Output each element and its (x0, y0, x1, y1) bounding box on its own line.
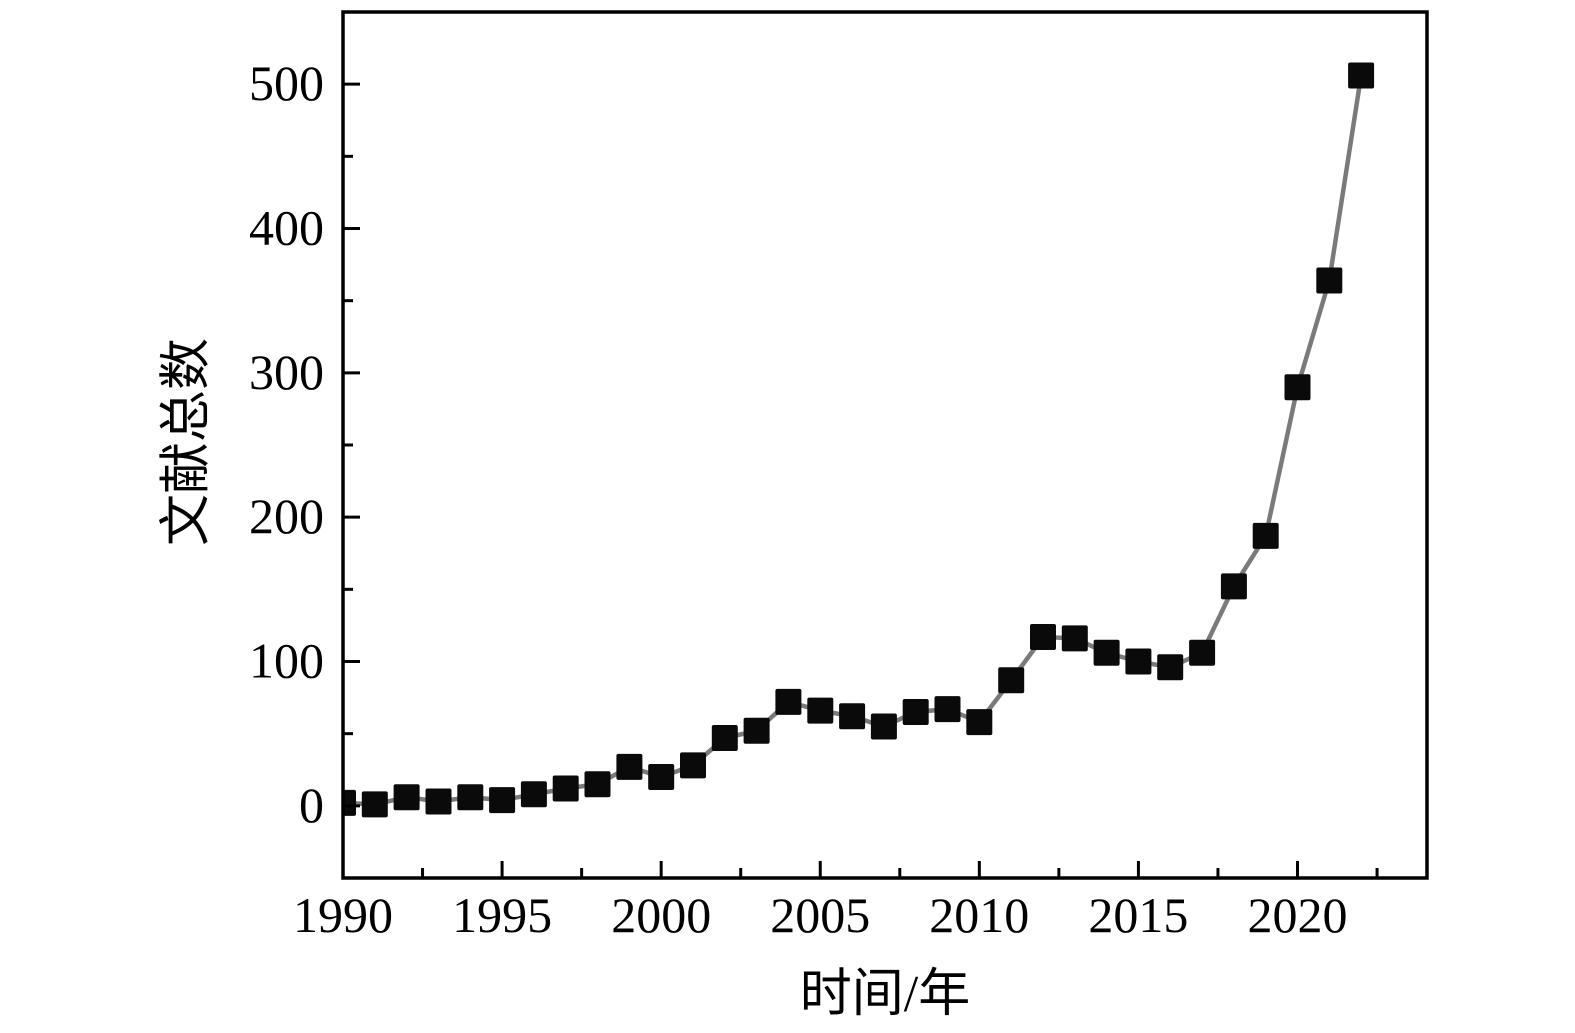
data-point (1125, 648, 1152, 675)
data-point (1252, 522, 1279, 549)
y-tick-label: 0 (299, 777, 324, 833)
series-line (343, 75, 1364, 807)
data-point (680, 752, 706, 779)
data-point (393, 784, 420, 811)
data-point (343, 789, 356, 816)
axis-ticks (341, 82, 1379, 878)
data-point (552, 775, 579, 802)
data-point (807, 697, 834, 724)
data-point (1348, 62, 1375, 89)
data-point (520, 781, 547, 808)
y-tick-label: 500 (249, 55, 324, 111)
data-point (902, 699, 929, 725)
data-point (743, 717, 770, 744)
y-axis-title: 文献总数 (158, 337, 216, 547)
data-point (1284, 374, 1311, 401)
data-point (361, 791, 388, 818)
data-point (711, 725, 738, 751)
data-point (1093, 639, 1120, 666)
y-tick-label: 200 (249, 488, 324, 544)
axes-box (341, 10, 1429, 880)
data-point (425, 788, 452, 815)
x-tick-label: 2015 (1088, 887, 1188, 943)
y-tick-label: 400 (249, 200, 324, 256)
x-tick-label: 2005 (770, 887, 870, 943)
data-point (1030, 624, 1056, 650)
data-point (998, 667, 1025, 694)
data-point (1157, 654, 1184, 681)
tick-labels: 1990 1995 2000 2005 2010 2015 2020 0 100 200 300 40… (249, 55, 1348, 943)
data-point (1316, 267, 1343, 294)
data-point (839, 703, 866, 730)
x-tick-label: 2020 (1248, 887, 1348, 943)
data-point (584, 771, 611, 798)
data-point (489, 787, 516, 814)
data-point (1189, 639, 1216, 666)
data-point (870, 713, 897, 740)
data-point (775, 688, 802, 715)
y-tick-label: 100 (249, 633, 324, 689)
data-point (1220, 573, 1247, 600)
data-point (966, 709, 993, 736)
x-tick-label: 1990 (293, 887, 393, 943)
x-tick-label: 2000 (611, 887, 711, 943)
x-tick-label: 1995 (452, 887, 552, 943)
data-point (457, 784, 484, 811)
x-axis-title: 时间/年 (799, 966, 971, 1023)
data-series (343, 62, 1375, 818)
data-point (616, 753, 643, 780)
data-point (648, 764, 675, 790)
data-point (1061, 625, 1088, 652)
data-point (934, 696, 961, 723)
y-tick-label: 300 (249, 344, 324, 400)
x-tick-label: 2010 (929, 887, 1029, 943)
